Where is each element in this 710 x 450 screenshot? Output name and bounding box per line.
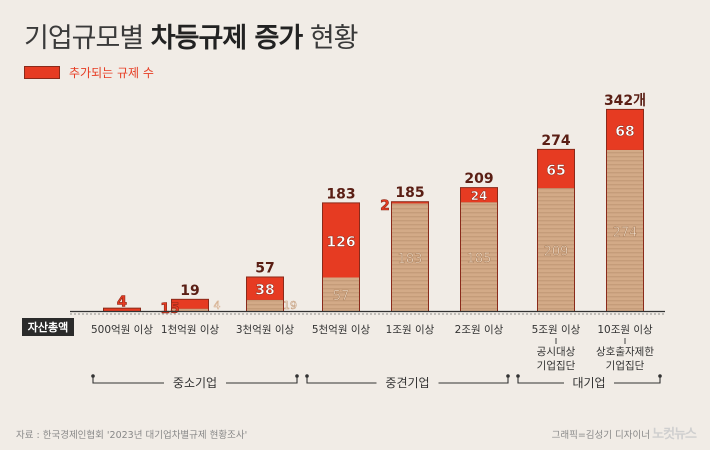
base-label-6: 209 bbox=[544, 245, 569, 260]
bar-added-6 bbox=[538, 149, 574, 189]
source-note: 자료 : 한국경제인협회 '2023년 대기업차별규제 현황조사' bbox=[16, 430, 248, 441]
group-label-1: 중견기업 bbox=[385, 376, 429, 390]
tick-label-3: 5천억원 이상 bbox=[312, 324, 371, 336]
tick-label-5: 2조원 이상 bbox=[455, 324, 504, 336]
bar-group-6: 65 209 274 bbox=[537, 133, 575, 311]
added-label-3: 126 bbox=[326, 234, 355, 250]
tick-label-4: 1조원 이상 bbox=[386, 324, 435, 336]
added-label-4: 2 bbox=[380, 198, 390, 214]
added-label-7: 68 bbox=[615, 124, 634, 140]
bar-base-7 bbox=[607, 149, 643, 311]
bar-group-1: 15 4 19 bbox=[160, 283, 221, 317]
chart-title: 기업규모별 차등규제 증가 현황 bbox=[24, 16, 359, 55]
sublabel-6-0: 공시대상 bbox=[537, 346, 576, 358]
total-label-1: 19 bbox=[180, 283, 199, 299]
total-label-3: 183 bbox=[326, 186, 355, 202]
group-label-0: 중소기업 bbox=[173, 376, 217, 390]
added-label-2: 38 bbox=[255, 283, 274, 299]
bar-group-4: 2 183 185 bbox=[380, 185, 429, 311]
sublabel-7-0: 상호출자제한 bbox=[596, 346, 654, 358]
tick-label-0: 500억원 이상 bbox=[91, 324, 153, 336]
total-label-2: 57 bbox=[255, 260, 274, 276]
tick-label-6: 5조원 이상 bbox=[532, 324, 581, 336]
axis-label: 자산총액 bbox=[28, 320, 68, 334]
added-label-1: 15 bbox=[160, 301, 179, 317]
bar-group-7: 68 274 342개 bbox=[604, 93, 646, 312]
group-label-bg-2 bbox=[564, 375, 614, 391]
bar-added-5 bbox=[461, 188, 497, 203]
legend-swatch bbox=[24, 65, 60, 79]
added-label-5: 24 bbox=[471, 189, 488, 203]
bar-base-3 bbox=[323, 277, 359, 311]
group-dot-left-0 bbox=[91, 374, 95, 378]
title-normal: 기업규모별 bbox=[24, 23, 151, 54]
group-label-bg-1 bbox=[376, 375, 439, 391]
total-label-7: 342개 bbox=[604, 93, 646, 109]
group-label-bg-0 bbox=[164, 375, 226, 391]
group-label-2: 대기업 bbox=[572, 376, 605, 390]
bar-added-3 bbox=[323, 203, 359, 278]
bar-base-2 bbox=[247, 299, 283, 311]
base-label-3: 57 bbox=[333, 289, 350, 304]
bar-group-0: 4 bbox=[103, 292, 141, 311]
bar-added-0 bbox=[104, 308, 140, 311]
group-dot-right-2 bbox=[658, 374, 662, 378]
legend: 추가되는 규제 수 bbox=[24, 64, 154, 80]
group-dot-right-1 bbox=[506, 374, 510, 378]
base-label-7: 274 bbox=[613, 225, 638, 240]
graphic-credit: 그래픽=김성기 디자이너 bbox=[551, 430, 650, 441]
tick-label-1: 1천억원 이상 bbox=[161, 324, 220, 336]
total-label-4: 185 bbox=[395, 185, 424, 201]
added-label-0: 4 bbox=[117, 293, 127, 311]
total-label-5: 209 bbox=[464, 171, 493, 187]
bar-group-3: 126 57 183 bbox=[322, 186, 360, 311]
group-dot-left-2 bbox=[516, 374, 520, 378]
sublabel-6-1: 기업집단 bbox=[537, 359, 576, 372]
total-label-6: 274 bbox=[541, 133, 570, 149]
bar-added-7 bbox=[607, 109, 643, 150]
bar-base-1 bbox=[172, 308, 208, 311]
bar-added-4 bbox=[392, 202, 428, 204]
nocut-news-logo: 노컷뉴스 bbox=[652, 427, 697, 442]
bar-added-2 bbox=[247, 277, 283, 300]
bar-base-4 bbox=[392, 203, 428, 311]
base-label-1: 4 bbox=[214, 299, 221, 312]
group-dot-left-1 bbox=[305, 374, 309, 378]
title-bold: 차등규제 증가 bbox=[150, 23, 303, 54]
bar-group-2: 38 19 57 bbox=[246, 260, 297, 312]
tick-label-7: 10조원 이상 bbox=[597, 324, 653, 336]
sublabel-7-1: 기업집단 bbox=[606, 359, 645, 372]
base-label-4: 183 bbox=[398, 252, 423, 267]
group-dot-right-0 bbox=[295, 374, 299, 378]
title-tail: 현황 bbox=[302, 23, 359, 54]
tick-label-2: 3천억원 이상 bbox=[236, 324, 295, 336]
axis-label-box bbox=[22, 318, 74, 336]
base-label-2: 19 bbox=[283, 299, 297, 312]
bar-added-1 bbox=[172, 299, 208, 309]
base-label-5: 185 bbox=[467, 252, 492, 267]
bar-base-6 bbox=[538, 188, 574, 311]
bar-base-5 bbox=[461, 202, 497, 311]
added-label-6: 65 bbox=[546, 163, 565, 179]
legend-label: 추가되는 규제 수 bbox=[69, 65, 154, 80]
bar-group-5: 24 185 209 bbox=[460, 171, 498, 311]
